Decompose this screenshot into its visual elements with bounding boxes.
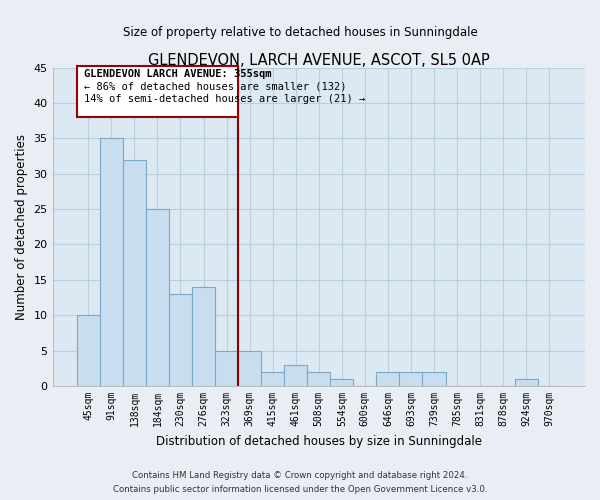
Bar (77, 316, 100, 386)
FancyBboxPatch shape (77, 66, 238, 117)
Title: GLENDEVON, LARCH AVENUE, ASCOT, SL5 0AP: GLENDEVON, LARCH AVENUE, ASCOT, SL5 0AP (148, 52, 490, 68)
Bar (376, 372, 400, 386)
Bar (422, 372, 446, 386)
Bar (215, 350, 238, 386)
Bar (284, 365, 307, 386)
Text: Size of property relative to detached houses in Sunningdale: Size of property relative to detached ho… (122, 26, 478, 39)
Bar (330, 379, 353, 386)
Bar (169, 294, 192, 386)
Bar (515, 379, 538, 386)
Bar (261, 372, 284, 386)
Bar (192, 287, 215, 386)
Y-axis label: Number of detached properties: Number of detached properties (15, 134, 28, 320)
Bar (146, 209, 169, 386)
Bar (400, 372, 422, 386)
Bar (100, 138, 123, 386)
Bar (238, 350, 261, 386)
X-axis label: Distribution of detached houses by size in Sunningdale: Distribution of detached houses by size … (156, 434, 482, 448)
Text: GLENDEVON LARCH AVENUE: 355sqm: GLENDEVON LARCH AVENUE: 355sqm (83, 69, 271, 79)
Bar (123, 160, 146, 386)
Text: ← 86% of detached houses are smaller (132): ← 86% of detached houses are smaller (13… (83, 82, 346, 92)
Text: Contains HM Land Registry data © Crown copyright and database right 2024.
Contai: Contains HM Land Registry data © Crown c… (113, 472, 487, 494)
Text: 14% of semi-detached houses are larger (21) →: 14% of semi-detached houses are larger (… (83, 94, 365, 104)
Bar (307, 372, 330, 386)
